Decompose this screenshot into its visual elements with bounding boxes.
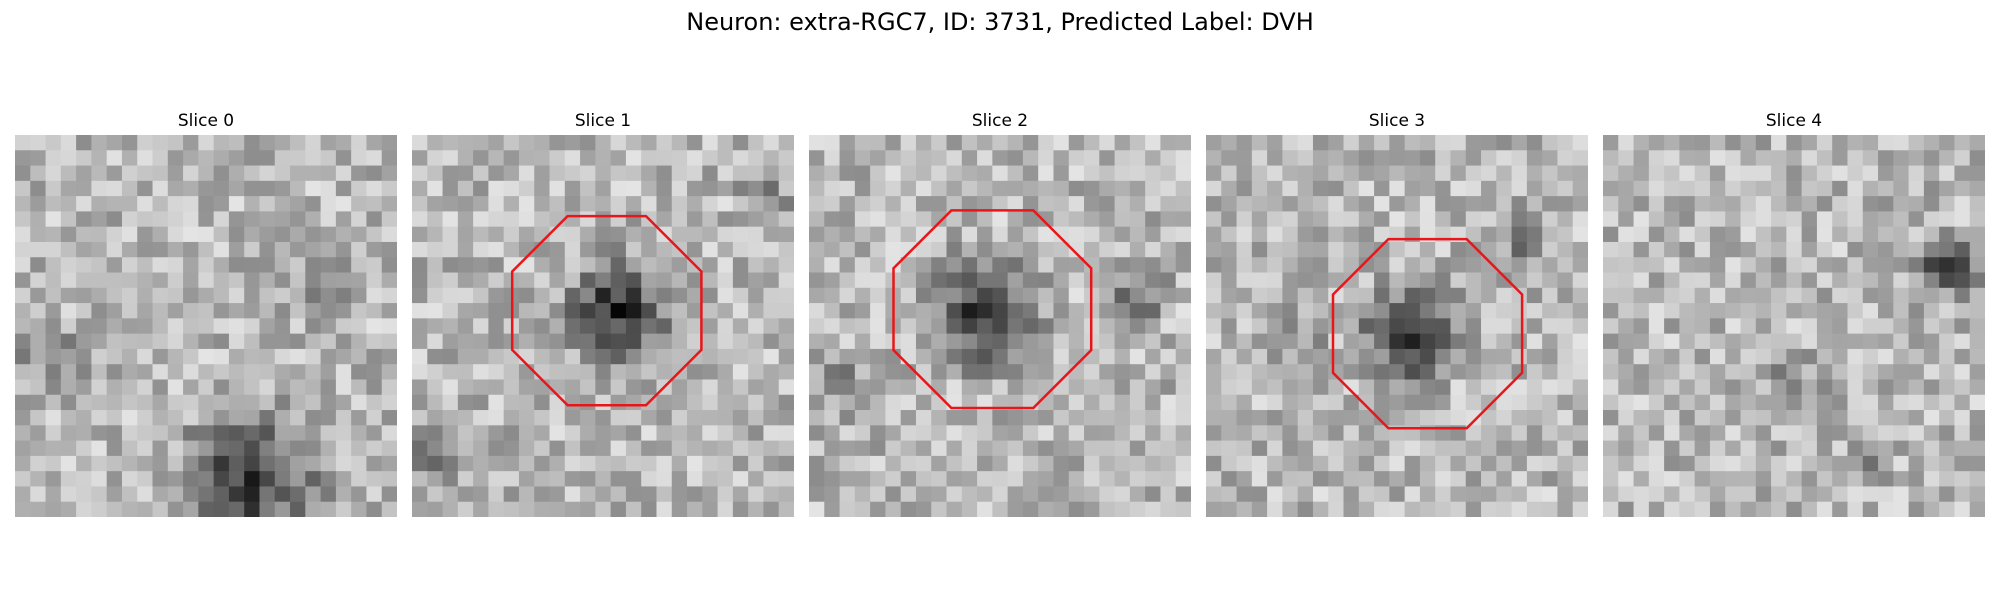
slice-title: Slice 3 [1368, 111, 1426, 131]
slice-title: Slice 1 [574, 111, 632, 131]
slice-image [809, 135, 1191, 517]
slice-panel-1: Slice 1 [412, 106, 794, 517]
figure-title: Neuron: extra-RGC7, ID: 3731, Predicted … [686, 8, 1314, 36]
slice-image [15, 135, 397, 517]
slice-image [1603, 135, 1985, 517]
slice-panel-3: Slice 3 [1206, 106, 1588, 517]
slice-image [412, 135, 794, 517]
slice-panel-0: Slice 0 [15, 106, 397, 517]
slice-panel-4: Slice 4 [1603, 106, 1985, 517]
roi-outline [892, 209, 1093, 410]
slice-image [1206, 135, 1588, 517]
slice-title: Slice 2 [971, 111, 1029, 131]
roi-outline [1331, 237, 1524, 430]
slice-title: Slice 4 [1765, 111, 1823, 131]
roi-outline [510, 214, 703, 407]
slice-title: Slice 0 [177, 111, 235, 131]
slice-panel-2: Slice 2 [809, 106, 1191, 517]
